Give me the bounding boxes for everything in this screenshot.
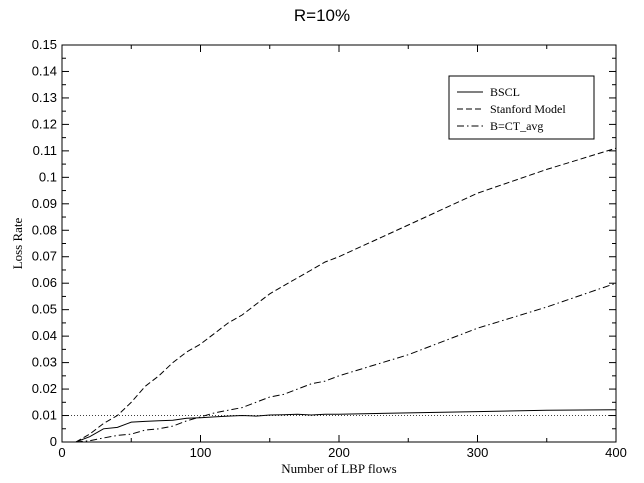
x-tick-label: 100 — [190, 445, 212, 460]
legend: BSCL Stanford Model B=CT_avg — [448, 75, 595, 140]
y-tick-label: 0.1 — [39, 169, 57, 184]
x-axis-label: Number of LBP flows — [281, 461, 396, 476]
y-tick-label: 0.01 — [32, 408, 57, 423]
y-axis-label: Loss Rate — [10, 217, 25, 269]
legend-label-2: B=CT_avg — [490, 119, 543, 133]
series-line-0 — [75, 409, 617, 443]
chart-title: R=10% — [293, 6, 351, 25]
y-tick-label: 0.04 — [32, 328, 57, 343]
y-tick-label: 0.05 — [32, 302, 57, 317]
series-line-2 — [75, 282, 617, 443]
x-tick-label: 200 — [328, 445, 350, 460]
y-tick-label: 0.15 — [32, 37, 57, 52]
x-tick-label: 0 — [58, 445, 65, 460]
legend-label-1: Stanford Model — [490, 102, 566, 116]
x-tick-label: 400 — [605, 445, 627, 460]
y-tick-label: 0.07 — [32, 249, 57, 264]
y-tick-label: 0.13 — [32, 90, 57, 105]
y-tick-label: 0.14 — [32, 63, 57, 78]
y-tick-label: 0.03 — [32, 355, 57, 370]
y-tick-label: 0.02 — [32, 381, 57, 396]
y-tick-label: 0.09 — [32, 196, 57, 211]
y-tick-label: 0.11 — [33, 143, 57, 158]
series-line-1 — [75, 147, 617, 443]
y-tick-label: 0 — [50, 434, 57, 449]
y-tick-label: 0.06 — [32, 275, 57, 290]
legend-box — [448, 75, 595, 140]
y-tick-label: 0.12 — [32, 116, 57, 131]
legend-label-0: BSCL — [490, 85, 520, 99]
y-tick-label: 0.08 — [32, 222, 57, 237]
x-tick-label: 300 — [467, 445, 489, 460]
